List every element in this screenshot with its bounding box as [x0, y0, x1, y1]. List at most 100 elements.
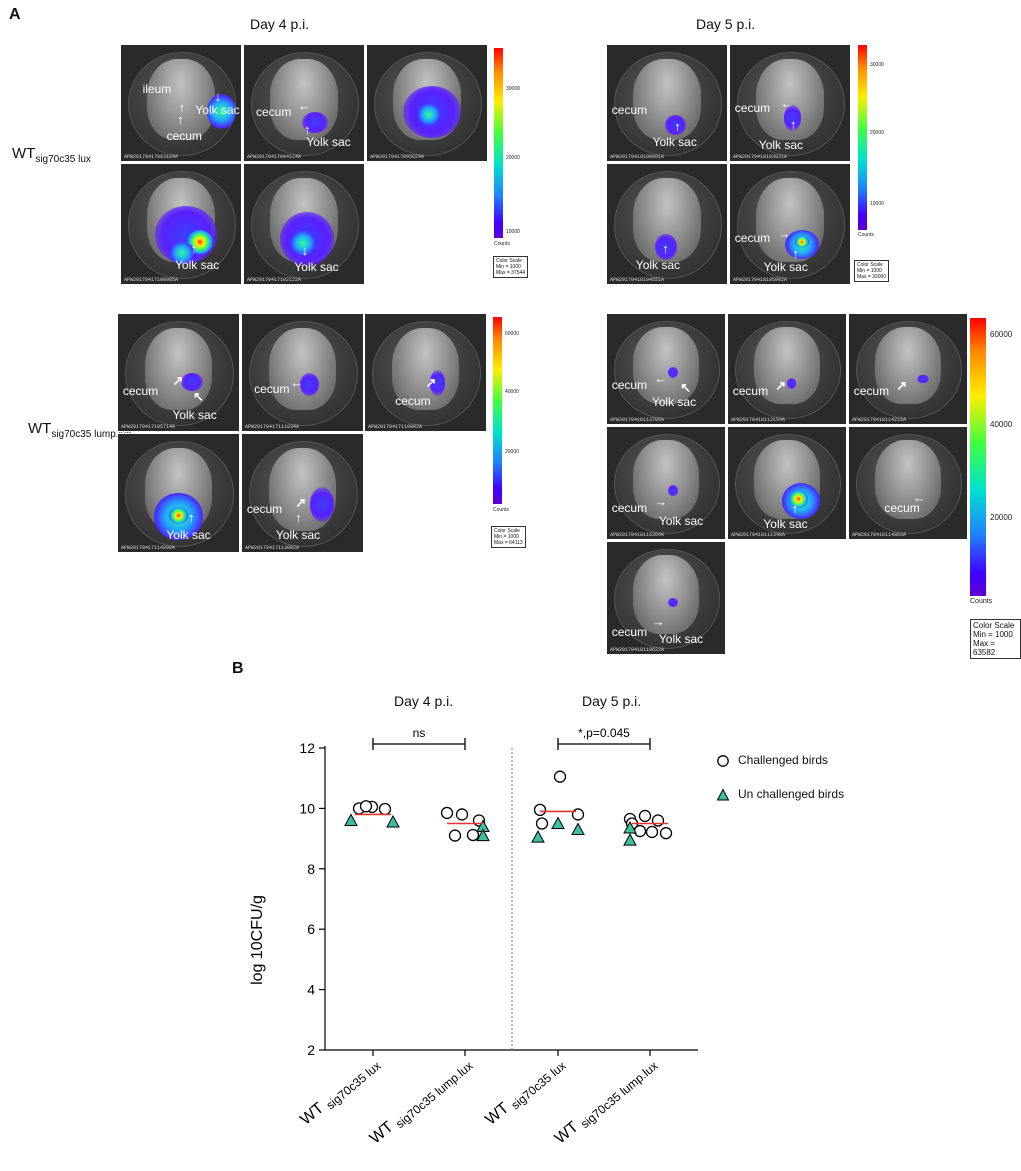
challenged-point — [651, 814, 665, 827]
arrow-icon: ↑ — [790, 116, 797, 132]
luminescence-signal — [169, 242, 196, 264]
unchallenged-point — [623, 833, 637, 846]
row2-label-sub: sig70c35 lump.lux — [51, 429, 132, 440]
arrow-icon: ↑ — [188, 509, 195, 525]
color-scale-counts-label: Counts — [493, 507, 509, 513]
tile-id: APW20170418105902A — [733, 277, 788, 283]
legend-circle-marker — [717, 755, 729, 767]
tile-id: APW20170418113154A — [731, 417, 786, 423]
arrow-icon: ↑ — [791, 500, 799, 516]
color-scale-tick: 10000 — [870, 201, 884, 207]
tile-id: APW20170417110002A — [368, 424, 423, 430]
arrow-icon: ↗ — [425, 374, 437, 390]
anatomy-label-cecum: cecum — [256, 105, 292, 120]
tile-id: APW20170418111340A — [731, 532, 786, 538]
arrow-icon: ← — [290, 374, 304, 390]
luminescence-signal — [784, 105, 801, 131]
tile-id: APW20170418115304A — [610, 532, 665, 538]
color-scale-tick: 30000 — [870, 62, 884, 68]
color-scale-box-line: Color Scale — [494, 528, 520, 534]
tile-id: APW20170417114200A — [121, 545, 176, 551]
luminescence-signal — [309, 487, 334, 523]
anatomy-label-yolk-sac: Yolk sac — [635, 257, 681, 272]
color-scale-tick: 20000 — [506, 155, 520, 161]
arrow-icon: ↑ — [304, 121, 311, 137]
anatomy-label-cecum: cecum — [254, 381, 290, 396]
luminescence-signal — [430, 370, 445, 396]
luminescence-signal — [789, 489, 809, 508]
legend-label-unchallenged: Un challenged birds — [738, 787, 845, 801]
legend-label-challenged: Challenged birds — [738, 753, 829, 767]
tile-id: APW20170418104551A — [610, 277, 665, 283]
arrow-icon: ← — [912, 489, 926, 505]
tile-id: APW20170418114803A — [852, 532, 907, 538]
color-scale-tick: 20000 — [505, 449, 519, 455]
arrow-icon: ↑ — [178, 99, 186, 115]
color-scale-tick: 60000 — [990, 330, 1013, 339]
anatomy-label-cecum: cecum — [611, 377, 648, 392]
challenged-point — [359, 800, 373, 813]
color-scale-tick: 60000 — [505, 331, 519, 337]
anatomy-label-yolk-sac: Yolk sac — [658, 514, 704, 529]
luminescence-signal — [180, 372, 203, 392]
color-scale-box: Color Scale Min = 1000 Max = 64113 — [491, 526, 526, 548]
significance-day4-bracket — [372, 738, 466, 750]
anatomy-label-cecum: cecum — [122, 384, 159, 399]
arrow-icon: → — [651, 613, 665, 629]
arrow-icon: ↑ — [177, 112, 184, 128]
y-tick-label: 4 — [307, 982, 315, 998]
y-tick-label: 10 — [299, 800, 315, 816]
imaging-tile: cecum Yolk sac ← ↖ APW20170418113705A — [606, 313, 726, 425]
anatomy-label-cecum: cecum — [734, 231, 771, 246]
luminescence-signal — [168, 507, 189, 524]
unchallenged-point — [531, 830, 545, 843]
challenged-point — [533, 803, 547, 817]
arrow-icon: ↑ — [674, 119, 681, 135]
anatomy-label-yolk-sac: Yolk sac — [763, 260, 808, 274]
luminescence-signal — [917, 374, 930, 384]
imaging-tile: cecum ↗ APW20170417110002A — [364, 313, 487, 432]
imaging-tile: Yolk sac ↑ APW20170417114200A — [117, 433, 240, 553]
anatomy-label-yolk-sac: Yolk sac — [758, 137, 804, 152]
luminescence-signal — [787, 377, 797, 389]
anatomy-label-cecum: cecum — [395, 393, 431, 408]
panel-b-day5-title: Day 5 p.i. — [582, 693, 642, 709]
arrow-icon: ↓ — [301, 243, 309, 259]
anatomy-label-cecum: cecum — [732, 384, 769, 399]
color-scale-box-line: Max = 33000 — [857, 274, 887, 280]
unchallenged-point — [571, 822, 585, 836]
luminescence-signal — [668, 485, 678, 497]
anatomy-label-yolk-sac: Yolk sac — [652, 135, 697, 150]
anatomy-label-ileum: ileum — [142, 82, 172, 97]
luminescence-signal — [289, 230, 316, 257]
y-axis-label: log 10CFU/g — [249, 895, 266, 985]
arrow-icon: ↗ — [295, 495, 307, 511]
anatomy-label-yolk-sac: Yolk sac — [658, 631, 704, 646]
arrow-icon: ↖ — [680, 380, 692, 395]
row2-label: WTsig70c35 lump.lux — [28, 420, 131, 440]
challenged-point — [638, 809, 652, 823]
color-scale-box-line: Color Scale — [973, 621, 1015, 630]
luminescence-signal — [668, 598, 678, 607]
anatomy-label-cecum: cecum — [853, 384, 890, 399]
color-scale-counts-label: Counts — [970, 598, 993, 605]
imaging-tile: cecum Yolk sac ↗ ↖ APW20170417105714A — [117, 313, 240, 432]
chick-silhouette — [391, 328, 460, 410]
row2-label-main: WT — [28, 420, 52, 437]
imaging-tile: cecum Yolk sac ↑ APW20170418100601A — [606, 44, 728, 162]
chick-silhouette — [753, 327, 821, 405]
anatomy-label-yolk-sac: Yolk sac — [763, 516, 808, 531]
unchallenged-point — [623, 820, 637, 834]
unchallenged-point — [344, 813, 358, 826]
color-scale-box-line: Min = 1000 — [496, 264, 521, 270]
chick-silhouette — [268, 328, 337, 410]
y-tick-label: 2 — [307, 1042, 315, 1058]
panel-a-letter: A — [9, 6, 21, 23]
tile-id: APW20170418113705A — [610, 417, 665, 423]
anatomy-label-cecum: cecum — [166, 128, 202, 143]
imaging-tile: Yolk sac ↓ APW20170417102122A — [243, 163, 365, 285]
color-scale-tick: 20000 — [870, 130, 884, 136]
unchallenged-point — [551, 816, 565, 829]
color-scale-counts-label: Counts — [494, 241, 510, 247]
significance-day4-label: ns — [413, 726, 426, 740]
